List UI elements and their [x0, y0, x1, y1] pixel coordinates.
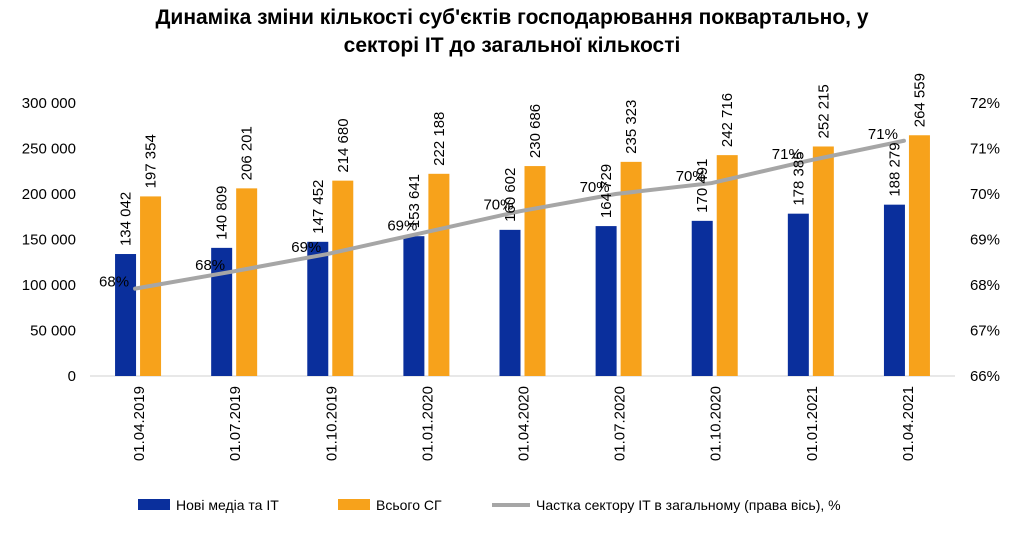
bar-it-label: 147 452 — [310, 180, 327, 234]
right-y-axis: 66% 67% 68% 69% 70% 71% 72% — [970, 95, 1000, 385]
bar-it — [403, 236, 425, 376]
bar-it-label: 178 385 — [790, 151, 807, 205]
bar-total-label: 197 354 — [143, 134, 160, 188]
data-labels-group: 134 042 197 354 140 809 206 201 147 452 214 6… — [118, 73, 929, 246]
share-line-group: 68% 68% 69% 69% 70% 70% 70% 71% 71% — [99, 126, 906, 291]
left-tick-label: 200 000 — [22, 186, 76, 203]
bar-it-label: 188 279 — [886, 142, 903, 196]
share-point-label: 71% — [772, 146, 802, 163]
x-tick-label: 01.01.2020 — [419, 386, 436, 461]
right-tick-label: 67% — [970, 323, 1000, 340]
x-axis-ticks: 01.04.2019 01.07.2019 01.10.2019 01.01.2020… — [131, 386, 917, 461]
left-tick-label: 50 000 — [30, 323, 76, 340]
share-point-label: 71% — [868, 126, 898, 143]
left-tick-label: 100 000 — [22, 277, 76, 294]
right-tick-label: 70% — [970, 186, 1000, 203]
chart-title-line-1: Динаміка зміни кількості суб'єктів госпо… — [155, 6, 869, 29]
share-point-label: 69% — [291, 239, 321, 256]
bar-total-label: 214 680 — [335, 118, 352, 172]
x-tick-label: 01.01.2021 — [804, 386, 821, 461]
share-point-label: 70% — [483, 196, 513, 213]
left-tick-label: 300 000 — [22, 95, 76, 112]
x-tick-label: 01.10.2019 — [323, 386, 340, 461]
share-point-label: 70% — [580, 179, 610, 196]
bar-it — [691, 220, 713, 376]
bar-total — [716, 155, 738, 376]
x-tick-label: 01.07.2019 — [227, 386, 244, 461]
legend-label-it: Нові медіа та IT — [176, 497, 279, 513]
left-tick-label: 250 000 — [22, 141, 76, 158]
share-point-label: 70% — [676, 168, 706, 185]
share-point-label: 68% — [195, 257, 225, 274]
bar-it — [307, 241, 329, 376]
bar-it-label: 153 641 — [406, 174, 423, 228]
legend-label-total: Всього СГ — [376, 497, 442, 513]
bar-it-label: 164 729 — [598, 164, 615, 218]
share-point-label: 69% — [387, 218, 417, 235]
right-tick-label: 66% — [970, 368, 1000, 385]
right-tick-label: 71% — [970, 141, 1000, 158]
chart-title-line-2: секторі IT до загальної кількості — [343, 34, 681, 57]
bar-it — [115, 254, 137, 376]
bar-total-label: 264 559 — [911, 73, 928, 127]
bar-total-label: 252 215 — [815, 84, 832, 138]
bar-total-label: 230 686 — [527, 104, 544, 158]
left-tick-label: 150 000 — [22, 232, 76, 249]
chart-title: Динаміка зміни кількості суб'єктів госпо… — [0, 4, 1024, 60]
bar-it-label: 140 809 — [214, 186, 231, 240]
left-y-axis: 0 50 000 100 000 150 000 200 000 250 000 300 0… — [22, 95, 76, 385]
bar-it-label: 160 602 — [502, 168, 519, 222]
bar-it — [211, 247, 233, 376]
bar-it — [595, 226, 617, 376]
bar-total — [236, 188, 258, 376]
bar-total — [812, 146, 834, 376]
legend: Нові медіа та IT Всього СГ Частка сектору … — [138, 497, 841, 513]
bar-total — [620, 161, 642, 376]
right-tick-label: 72% — [970, 95, 1000, 112]
bar-total-label: 242 716 — [719, 93, 736, 147]
bar-total — [908, 135, 930, 376]
bar-it-label: 170 491 — [694, 159, 711, 213]
left-tick-label: 0 — [68, 368, 76, 385]
bar-it-label: 134 042 — [118, 192, 135, 246]
share-line — [133, 138, 906, 291]
x-tick-label: 01.04.2019 — [131, 386, 148, 461]
legend-swatch-it — [138, 499, 170, 510]
bar-total-label: 206 201 — [239, 126, 256, 180]
bar-it — [883, 204, 905, 376]
bar-total-label: 222 188 — [431, 112, 448, 166]
bar-total — [524, 166, 546, 376]
share-point-label: 68% — [99, 274, 129, 291]
legend-label-share: Частка сектору IT в загальному (права ві… — [536, 497, 841, 513]
x-tick-label: 01.04.2020 — [516, 386, 533, 461]
bar-it — [499, 229, 521, 376]
right-tick-label: 68% — [970, 277, 1000, 294]
legend-swatch-total — [338, 499, 370, 510]
bar-total — [428, 173, 450, 376]
x-tick-label: 01.04.2021 — [900, 386, 917, 461]
bars-group — [115, 135, 930, 376]
right-tick-label: 69% — [970, 232, 1000, 249]
x-tick-label: 01.07.2020 — [612, 386, 629, 461]
x-tick-label: 01.10.2020 — [708, 386, 725, 461]
bar-total-label: 235 323 — [623, 100, 640, 154]
bar-total — [332, 180, 354, 376]
bar-it — [787, 213, 809, 376]
